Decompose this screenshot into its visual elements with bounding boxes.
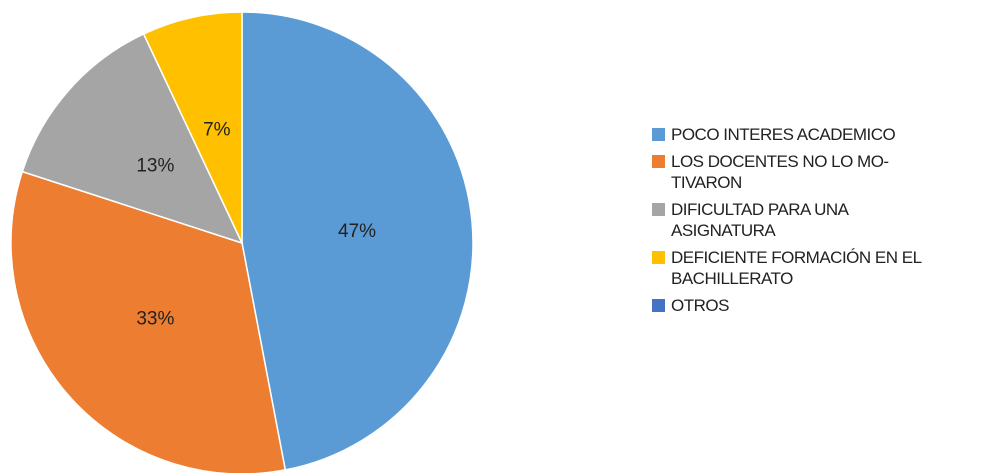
legend-label: POCO INTERES ACADEMICO [671,125,896,144]
legend-label: LOS DOCENTES NO LO MO-TIVARON [671,152,889,192]
legend-swatch [652,299,665,312]
data-label: 47% [338,221,376,242]
data-label: 33% [136,308,174,329]
legend-swatch [652,203,665,216]
legend-item: DIFICULTAD PARA UNA ASIGNATURA [652,199,946,241]
pie-slice [10,170,287,473]
legend-item: DEFICIENTE FORMACIÓN EN EL BACHILLERATO [652,247,946,289]
legend-item: LOS DOCENTES NO LO MO-TIVARON [652,151,946,193]
legend-swatch [652,155,665,168]
legend-item: OTROS [652,295,946,316]
pie-slice [142,11,243,244]
legend-swatch [652,128,665,141]
legend-label: DEFICIENTE FORMACIÓN EN EL BACHILLERATO [671,248,921,288]
pie-slice [241,11,474,471]
data-label: 7% [203,119,231,140]
legend: POCO INTERES ACADEMICO LOS DOCENTES NO LO… [652,124,946,322]
pie-slice [21,32,244,245]
data-label: 13% [136,156,174,177]
legend-swatch [652,251,665,264]
legend-item: POCO INTERES ACADEMICO [652,124,946,145]
legend-label: OTROS [671,296,729,315]
legend-label: DIFICULTAD PARA UNA ASIGNATURA [671,200,848,240]
